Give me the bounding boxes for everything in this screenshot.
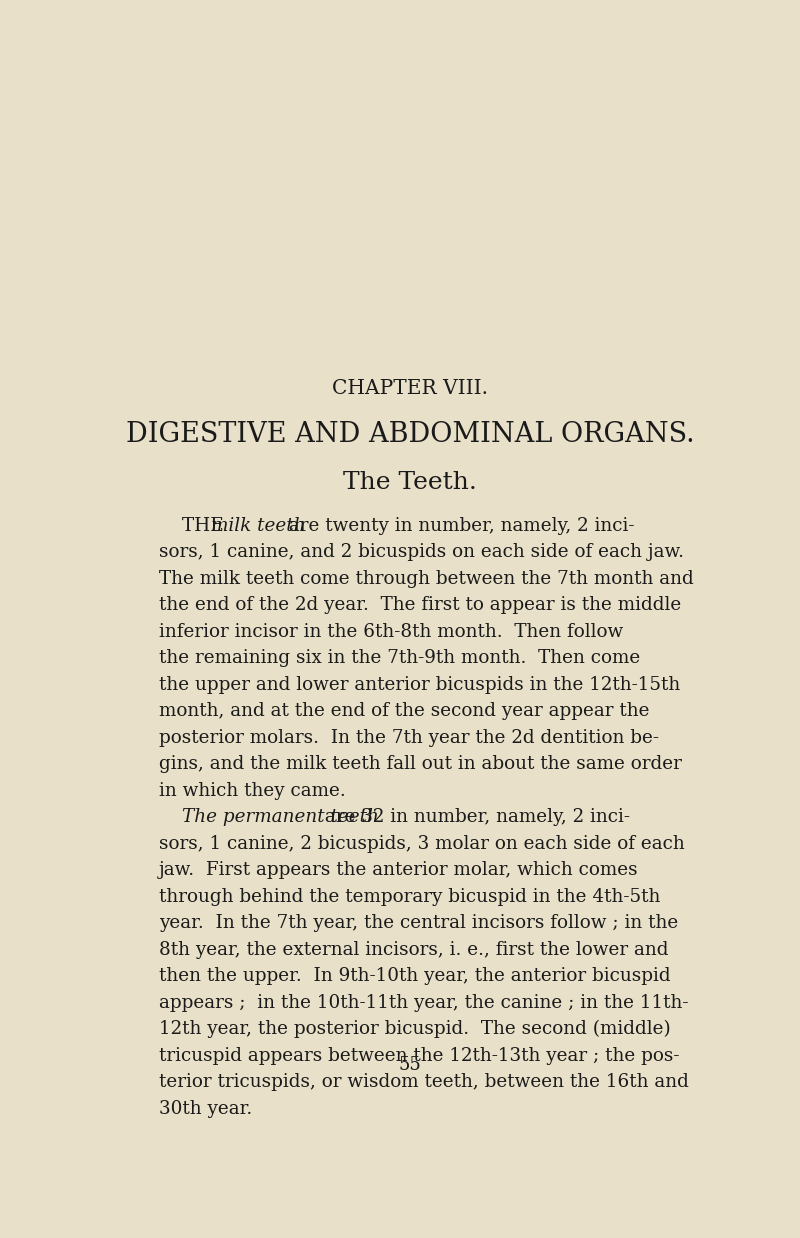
Text: 55: 55 [398, 1056, 422, 1075]
Text: THE: THE [182, 516, 230, 535]
Text: sors, 1 canine, 2 bicuspids, 3 molar on each side of each: sors, 1 canine, 2 bicuspids, 3 molar on … [159, 834, 685, 853]
Text: milk teeth: milk teeth [211, 516, 306, 535]
Text: the remaining six in the 7th-9th month.  Then come: the remaining six in the 7th-9th month. … [159, 649, 640, 667]
Text: tricuspid appears between the 12th-13th year ; the pos-: tricuspid appears between the 12th-13th … [159, 1046, 679, 1065]
Text: inferior incisor in the 6th-8th month.  Then follow: inferior incisor in the 6th-8th month. T… [159, 623, 623, 640]
Text: are 32 in number, namely, 2 inci-: are 32 in number, namely, 2 inci- [319, 808, 630, 826]
Text: CHAPTER VIII.: CHAPTER VIII. [332, 379, 488, 399]
Text: The permanent teeth: The permanent teeth [182, 808, 379, 826]
Text: through behind the temporary bicuspid in the 4th-5th: through behind the temporary bicuspid in… [159, 888, 660, 905]
Text: sors, 1 canine, and 2 bicuspids on each side of each jaw.: sors, 1 canine, and 2 bicuspids on each … [159, 543, 684, 561]
Text: gins, and the milk teeth fall out in about the same order: gins, and the milk teeth fall out in abo… [159, 755, 682, 773]
Text: year.  In the 7th year, the central incisors follow ; in the: year. In the 7th year, the central incis… [159, 914, 678, 932]
Text: jaw.  First appears the anterior molar, which comes: jaw. First appears the anterior molar, w… [159, 860, 638, 879]
Text: appears ;  in the 10th-11th year, the canine ; in the 11th-: appears ; in the 10th-11th year, the can… [159, 994, 688, 1011]
Text: posterior molars.  In the 7th year the 2d dentition be-: posterior molars. In the 7th year the 2d… [159, 728, 659, 747]
Text: the end of the 2d year.  The first to appear is the middle: the end of the 2d year. The first to app… [159, 595, 681, 614]
Text: DIGESTIVE AND ABDOMINAL ORGANS.: DIGESTIVE AND ABDOMINAL ORGANS. [126, 421, 694, 448]
Text: The milk teeth come through between the 7th month and: The milk teeth come through between the … [159, 569, 694, 588]
Text: 30th year.: 30th year. [159, 1099, 252, 1118]
Text: then the upper.  In 9th-10th year, the anterior bicuspid: then the upper. In 9th-10th year, the an… [159, 967, 670, 985]
Text: The Teeth.: The Teeth. [343, 470, 477, 494]
Text: 8th year, the external incisors, i. e., first the lower and: 8th year, the external incisors, i. e., … [159, 941, 669, 958]
Text: are twenty in number, namely, 2 inci-: are twenty in number, namely, 2 inci- [283, 516, 634, 535]
Text: 12th year, the posterior bicuspid.  The second (middle): 12th year, the posterior bicuspid. The s… [159, 1020, 670, 1039]
Text: terior tricuspids, or wisdom teeth, between the 16th and: terior tricuspids, or wisdom teeth, betw… [159, 1073, 689, 1091]
Text: in which they came.: in which they came. [159, 781, 346, 800]
Text: month, and at the end of the second year appear the: month, and at the end of the second year… [159, 702, 650, 721]
Text: the upper and lower anterior bicuspids in the 12th-15th: the upper and lower anterior bicuspids i… [159, 676, 680, 693]
